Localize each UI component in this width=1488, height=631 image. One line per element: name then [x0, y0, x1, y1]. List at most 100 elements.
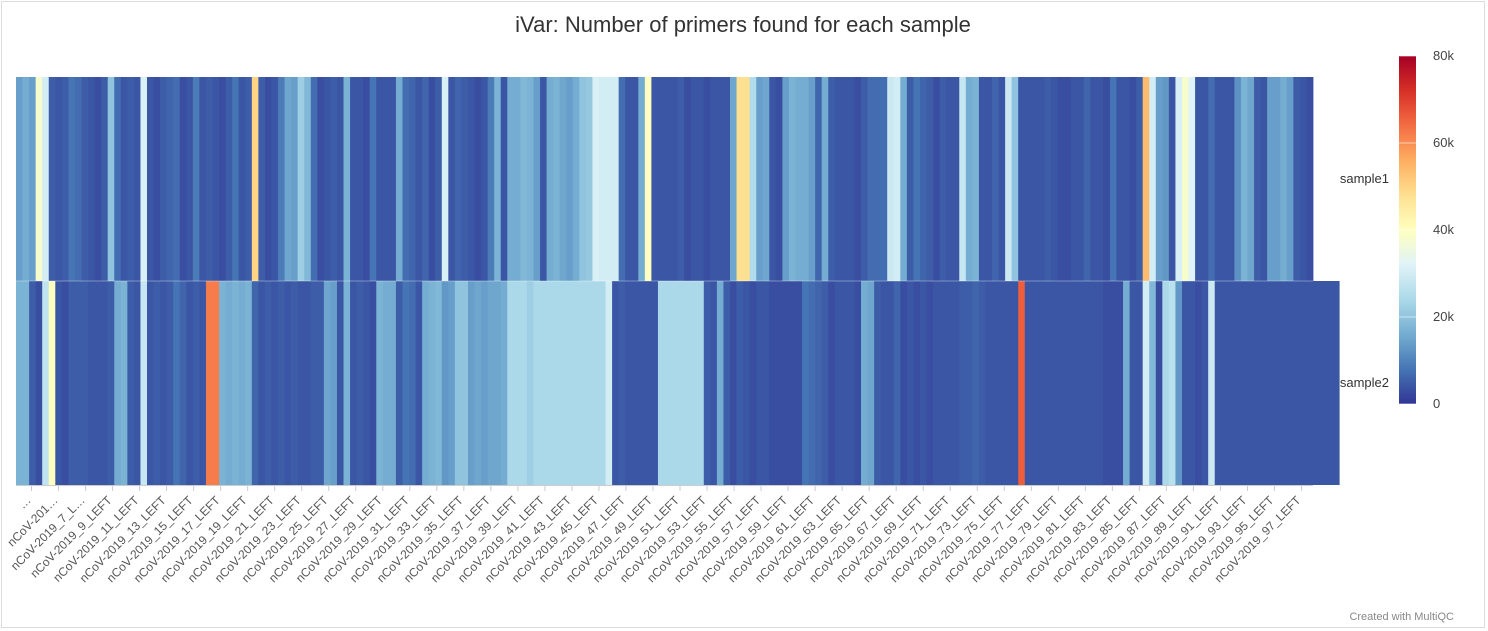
heatmap-cell[interactable]: [959, 281, 967, 485]
heatmap-cell[interactable]: [1181, 77, 1189, 281]
heatmap-cell[interactable]: [703, 77, 711, 281]
heatmap-cell[interactable]: [1096, 281, 1104, 485]
heatmap-cell[interactable]: [1293, 281, 1301, 485]
heatmap-cell[interactable]: [454, 281, 462, 485]
heatmap-cell[interactable]: [166, 281, 174, 485]
heatmap-cell[interactable]: [598, 281, 606, 485]
heatmap-cell[interactable]: [1293, 77, 1301, 281]
heatmap-cell[interactable]: [736, 77, 744, 281]
heatmap-cell[interactable]: [854, 77, 862, 281]
heatmap-cell[interactable]: [120, 77, 128, 281]
heatmap-cell[interactable]: [55, 77, 63, 281]
heatmap-cell[interactable]: [887, 77, 895, 281]
heatmap-cell[interactable]: [743, 77, 751, 281]
heatmap-cell[interactable]: [297, 281, 305, 485]
heatmap-cell[interactable]: [1129, 77, 1137, 281]
heatmap-cell[interactable]: [1162, 77, 1170, 281]
heatmap-cell[interactable]: [467, 281, 475, 485]
heatmap-cell[interactable]: [74, 281, 82, 485]
heatmap-cell[interactable]: [625, 281, 633, 485]
heatmap-cell[interactable]: [35, 281, 43, 485]
heatmap-cell[interactable]: [278, 281, 285, 485]
heatmap-cell[interactable]: [186, 281, 194, 485]
heatmap-cell[interactable]: [61, 281, 69, 485]
heatmap-cell[interactable]: [598, 77, 606, 281]
heatmap-cell[interactable]: [74, 77, 82, 281]
heatmap-cell[interactable]: [1227, 77, 1235, 281]
heatmap-cell[interactable]: [939, 281, 947, 485]
heatmap-cell[interactable]: [520, 77, 528, 281]
heatmap-cell[interactable]: [1005, 77, 1013, 281]
heatmap-cell[interactable]: [730, 281, 737, 485]
heatmap-cell[interactable]: [690, 281, 698, 485]
heatmap-cell[interactable]: [821, 77, 829, 281]
heatmap-cell[interactable]: [638, 77, 646, 281]
heatmap-cell[interactable]: [1037, 77, 1045, 281]
heatmap-cell[interactable]: [579, 77, 587, 281]
heatmap-cell[interactable]: [487, 77, 495, 281]
heatmap-cell[interactable]: [61, 77, 69, 281]
heatmap-cell[interactable]: [1175, 281, 1183, 485]
heatmap-cell[interactable]: [1103, 281, 1111, 485]
heatmap-cell[interactable]: [1234, 77, 1242, 281]
heatmap-cell[interactable]: [1057, 281, 1065, 485]
heatmap-cell[interactable]: [1201, 77, 1209, 281]
heatmap-cell[interactable]: [448, 281, 456, 485]
heatmap-cell[interactable]: [245, 77, 253, 281]
heatmap-cell[interactable]: [350, 281, 358, 485]
heatmap-cell[interactable]: [147, 281, 154, 485]
heatmap-cell[interactable]: [716, 77, 724, 281]
heatmap-cell[interactable]: [1031, 281, 1039, 485]
heatmap-cell[interactable]: [1064, 77, 1072, 281]
heatmap-cell[interactable]: [245, 281, 253, 485]
heatmap-cell[interactable]: [939, 77, 947, 281]
heatmap-cell[interactable]: [186, 77, 194, 281]
heatmap-cell[interactable]: [474, 77, 482, 281]
heatmap-cell[interactable]: [94, 281, 102, 485]
heatmap-cell[interactable]: [369, 281, 377, 485]
heatmap-cell[interactable]: [350, 77, 358, 281]
heatmap-cell[interactable]: [736, 281, 744, 485]
heatmap-cell[interactable]: [55, 281, 63, 485]
heatmap-cell[interactable]: [749, 77, 757, 281]
heatmap-cell[interactable]: [546, 281, 554, 485]
heatmap-cell[interactable]: [1267, 281, 1275, 485]
heatmap-cell[interactable]: [330, 77, 338, 281]
heatmap-cell[interactable]: [671, 77, 678, 281]
heatmap-cell[interactable]: [1116, 281, 1124, 485]
heatmap-cell[interactable]: [1142, 77, 1150, 281]
heatmap-cell[interactable]: [946, 281, 954, 485]
heatmap-cell[interactable]: [1044, 77, 1052, 281]
heatmap-cell[interactable]: [376, 77, 384, 281]
heatmap-cell[interactable]: [264, 281, 272, 485]
heatmap-cell[interactable]: [1109, 77, 1117, 281]
heatmap-cell[interactable]: [933, 77, 941, 281]
heatmap-cell[interactable]: [199, 281, 207, 485]
heatmap-cell[interactable]: [618, 281, 626, 485]
heatmap-cell[interactable]: [81, 77, 89, 281]
heatmap-cell[interactable]: [291, 281, 299, 485]
heatmap-cell[interactable]: [35, 77, 43, 281]
heatmap-cell[interactable]: [572, 281, 580, 485]
heatmap-cell[interactable]: [697, 77, 705, 281]
heatmap-cell[interactable]: [874, 281, 882, 485]
heatmap-cell[interactable]: [1168, 281, 1176, 485]
heatmap-cell[interactable]: [238, 77, 246, 281]
heatmap-cell[interactable]: [284, 77, 292, 281]
heatmap-cell[interactable]: [1240, 281, 1248, 485]
heatmap-cell[interactable]: [271, 281, 279, 485]
heatmap-cell[interactable]: [710, 281, 718, 485]
heatmap-cell[interactable]: [402, 77, 410, 281]
heatmap-cell[interactable]: [264, 77, 272, 281]
heatmap-cell[interactable]: [657, 77, 665, 281]
heatmap-cell[interactable]: [205, 281, 213, 485]
heatmap-cell[interactable]: [1221, 77, 1229, 281]
heatmap-cell[interactable]: [788, 77, 796, 281]
heatmap-cell[interactable]: [684, 77, 692, 281]
heatmap-cell[interactable]: [1109, 281, 1117, 485]
heatmap-cell[interactable]: [68, 281, 76, 485]
heatmap-cell[interactable]: [422, 77, 430, 281]
heatmap-cell[interactable]: [710, 77, 718, 281]
heatmap-cell[interactable]: [1181, 281, 1189, 485]
heatmap-cell[interactable]: [120, 281, 128, 485]
